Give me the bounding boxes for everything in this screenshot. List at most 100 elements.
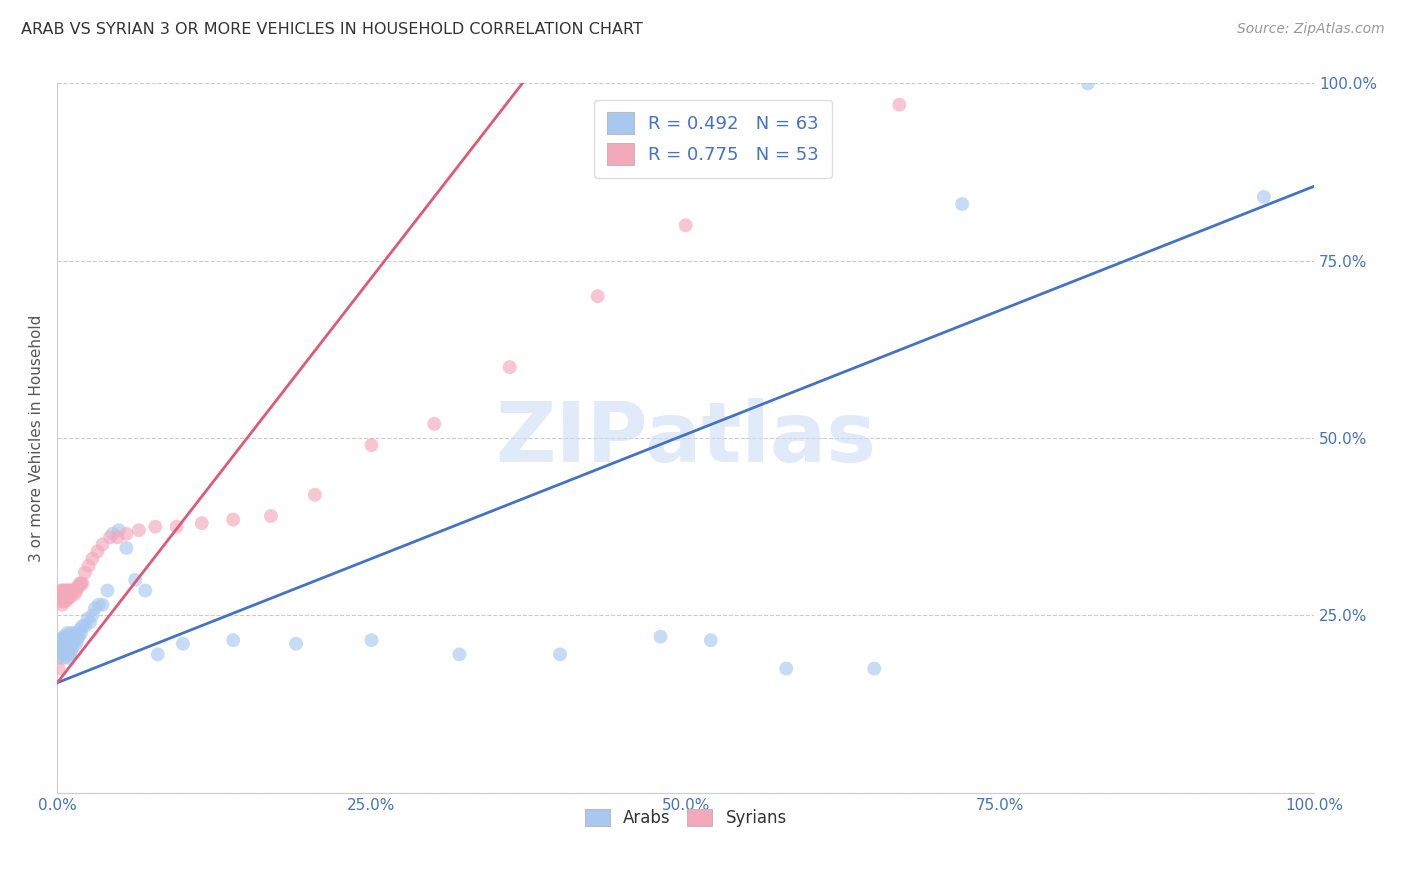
Point	[675, 219, 697, 233]
Point	[53, 640, 76, 655]
Point	[66, 633, 89, 648]
Text: ZIPatlas: ZIPatlas	[495, 398, 876, 478]
Point	[53, 648, 76, 662]
Point	[58, 591, 80, 605]
Point	[775, 158, 797, 172]
Point	[650, 630, 672, 644]
Point	[84, 601, 107, 615]
Point	[72, 576, 94, 591]
Point	[73, 566, 96, 580]
Point	[49, 640, 72, 655]
Point	[548, 648, 571, 662]
Point	[146, 648, 169, 662]
Point	[124, 573, 146, 587]
Point	[56, 640, 79, 655]
Point	[115, 541, 138, 555]
Point	[86, 544, 108, 558]
Point	[69, 623, 91, 637]
Point	[87, 598, 110, 612]
Point	[51, 591, 73, 605]
Point	[172, 637, 194, 651]
Point	[143, 519, 166, 533]
Point	[63, 587, 86, 601]
Point	[55, 644, 77, 658]
Point	[360, 633, 382, 648]
Point	[586, 289, 609, 303]
Point	[56, 591, 79, 605]
Point	[70, 626, 93, 640]
Text: Source: ZipAtlas.com: Source: ZipAtlas.com	[1237, 22, 1385, 37]
Point	[51, 640, 73, 655]
Point	[449, 648, 471, 662]
Point	[67, 580, 90, 594]
Point	[60, 583, 83, 598]
Point	[285, 637, 308, 651]
Point	[65, 637, 87, 651]
Point	[775, 661, 797, 675]
Point	[49, 594, 72, 608]
Point	[56, 648, 79, 662]
Point	[59, 648, 82, 662]
Text: ARAB VS SYRIAN 3 OR MORE VEHICLES IN HOUSEHOLD CORRELATION CHART: ARAB VS SYRIAN 3 OR MORE VEHICLES IN HOU…	[21, 22, 643, 37]
Point	[222, 513, 245, 527]
Point	[55, 633, 77, 648]
Point	[260, 509, 283, 524]
Point	[63, 626, 86, 640]
Point	[222, 633, 245, 648]
Point	[52, 583, 75, 598]
Point	[51, 598, 73, 612]
Point	[77, 558, 100, 573]
Point	[56, 583, 79, 598]
Point	[60, 640, 83, 655]
Point	[59, 583, 82, 598]
Point	[51, 633, 73, 648]
Point	[52, 587, 75, 601]
Point	[91, 537, 114, 551]
Point	[67, 630, 90, 644]
Point	[700, 633, 723, 648]
Point	[72, 619, 94, 633]
Point	[96, 583, 118, 598]
Point	[423, 417, 446, 431]
Point	[60, 587, 83, 601]
Point	[191, 516, 214, 530]
Point	[48, 661, 70, 675]
Point	[101, 526, 124, 541]
Point	[51, 583, 73, 598]
Point	[52, 630, 75, 644]
Point	[49, 637, 72, 651]
Point	[82, 608, 104, 623]
Point	[79, 615, 101, 630]
Y-axis label: 3 or more Vehicles in Household: 3 or more Vehicles in Household	[30, 314, 44, 562]
Point	[52, 651, 75, 665]
Point	[128, 523, 150, 537]
Point	[76, 612, 98, 626]
Legend: Arabs, Syrians: Arabs, Syrians	[578, 803, 793, 834]
Point	[950, 197, 973, 211]
Point	[304, 488, 326, 502]
Point	[1077, 77, 1099, 91]
Point	[70, 576, 93, 591]
Point	[863, 661, 886, 675]
Point	[91, 598, 114, 612]
Point	[1253, 190, 1275, 204]
Point	[51, 648, 73, 662]
Point	[49, 587, 72, 601]
Point	[49, 633, 72, 648]
Point	[49, 583, 72, 598]
Point	[52, 594, 75, 608]
Point	[889, 97, 911, 112]
Point	[60, 644, 83, 658]
Point	[69, 576, 91, 591]
Point	[115, 526, 138, 541]
Point	[134, 583, 156, 598]
Point	[49, 633, 72, 648]
Point	[48, 651, 70, 665]
Point	[58, 637, 80, 651]
Point	[107, 530, 129, 544]
Point	[62, 633, 84, 648]
Point	[98, 530, 121, 544]
Point	[55, 583, 77, 598]
Point	[49, 591, 72, 605]
Point	[53, 591, 76, 605]
